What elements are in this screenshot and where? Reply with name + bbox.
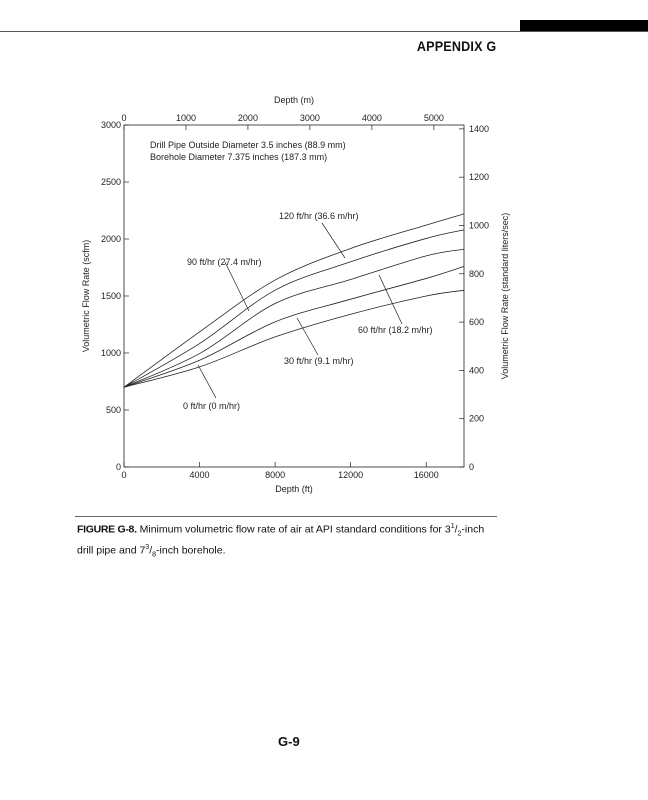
series-line-4 — [123, 289, 465, 388]
top-tick-label: 5000 — [424, 113, 444, 123]
y2-axis-label: Volumetric Flow Rate (standard liters/se… — [500, 213, 510, 380]
caption-text: Minimum volumetric flow rate of air at A… — [136, 523, 451, 536]
header-rule — [0, 31, 648, 32]
leader-line-90 — [224, 261, 250, 312]
y2-tick-label: 800 — [469, 269, 484, 279]
x-tick-label: 0 — [121, 470, 126, 480]
fraction-denominator: 2 — [457, 530, 462, 538]
y-tick-label: 2500 — [101, 177, 121, 187]
y2-tick-label: 600 — [469, 317, 484, 327]
y-tick-label: 0 — [116, 462, 121, 472]
caption-text: -inch drill pipe and 7 — [77, 523, 485, 557]
y2-tick-label: 1400 — [469, 124, 489, 134]
x-tick-label: 16000 — [414, 470, 439, 480]
y2-tick-label: 200 — [469, 414, 484, 424]
leader-line-30 — [296, 317, 319, 356]
fraction-numerator: 1 — [450, 523, 455, 530]
leader-line-60 — [378, 274, 403, 325]
header-bar — [520, 20, 648, 31]
series-line-1 — [123, 229, 465, 388]
figure-caption: FIGURE G-8. Minimum volumetric flow rate… — [77, 523, 485, 559]
label-90: 90 ft/hr (27.4 m/hr) — [187, 257, 262, 267]
top-tick-label: 1000 — [176, 113, 196, 123]
label-120: 120 ft/hr (36.6 m/hr) — [279, 211, 359, 221]
y2-tick-label: 1000 — [469, 220, 489, 230]
y-axis-label: Volumetric Flow Rate (scfm) — [81, 240, 91, 353]
y-tick-label: 500 — [106, 405, 121, 415]
fraction-denominator: 8 — [152, 551, 157, 559]
y-tick-label: 1500 — [101, 291, 121, 301]
top-axis-label: Depth (m) — [274, 95, 314, 105]
top-tick-label: 4000 — [362, 113, 382, 123]
label-0: 0 ft/hr (0 m/hr) — [183, 401, 240, 411]
page-number: G-9 — [278, 734, 300, 749]
leader-line-120 — [321, 222, 346, 259]
section-title: APPENDIX G — [416, 38, 496, 54]
fraction-numerator: 3 — [145, 543, 150, 551]
caption-label: FIGURE G-8. — [77, 523, 137, 536]
annotation-borehole: Borehole Diameter 7.375 inches (187.3 mm… — [150, 152, 327, 162]
y-tick-label: 2000 — [101, 234, 121, 244]
series-line-2 — [123, 248, 465, 388]
x-tick-label: 8000 — [265, 470, 285, 480]
label-30: 30 ft/hr (9.1 m/hr) — [284, 356, 354, 366]
leader-line-0 — [197, 364, 217, 399]
annotation-pipe: Drill Pipe Outside Diameter 3.5 inches (… — [150, 140, 346, 150]
y-tick-label: 3000 — [101, 120, 121, 130]
y2-tick-label: 1200 — [469, 172, 489, 182]
y-tick-label: 1000 — [101, 348, 121, 358]
caption-rule — [75, 516, 497, 517]
x-axis-label: Depth (ft) — [275, 484, 313, 494]
top-tick-label: 2000 — [238, 113, 258, 123]
y2-tick-label: 0 — [469, 462, 474, 472]
caption-text: -inch borehole. — [156, 544, 226, 557]
series-line-3 — [123, 265, 465, 388]
x-tick-label: 4000 — [190, 470, 210, 480]
top-tick-label: 0 — [121, 113, 126, 123]
top-tick-label: 3000 — [300, 113, 320, 123]
series-line-0 — [123, 213, 465, 388]
label-60: 60 ft/hr (18.2 m/hr) — [358, 325, 433, 335]
y2-tick-label: 400 — [469, 365, 484, 375]
x-tick-label: 12000 — [338, 470, 363, 480]
